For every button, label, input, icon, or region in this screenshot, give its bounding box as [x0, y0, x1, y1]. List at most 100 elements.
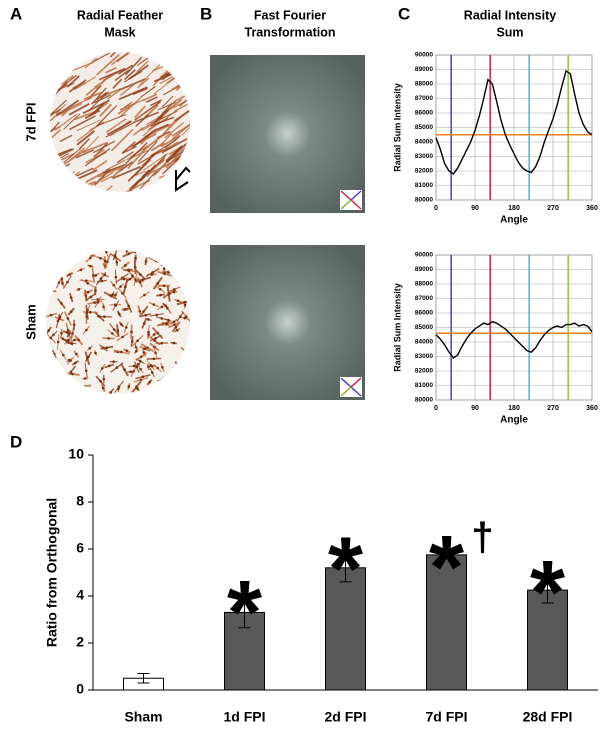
texture — [75, 251, 78, 254]
texture — [78, 138, 90, 150]
texture — [167, 383, 170, 386]
texture — [92, 159, 108, 172]
texture — [107, 337, 110, 340]
texture — [166, 145, 183, 164]
texture — [90, 171, 114, 187]
texture — [152, 357, 156, 361]
texture — [167, 292, 170, 296]
texture — [61, 281, 64, 285]
texture — [62, 253, 66, 256]
texture — [154, 351, 157, 355]
texture — [134, 349, 138, 353]
y-axis-label: Radial Sum Intensity — [392, 83, 402, 172]
texture — [139, 62, 163, 85]
y-tick-label: 8 — [76, 493, 84, 509]
texture — [60, 277, 64, 280]
texture — [120, 350, 123, 354]
texture — [68, 273, 71, 276]
texture — [63, 53, 81, 66]
texture — [69, 359, 72, 362]
texture — [181, 56, 190, 69]
texture — [69, 115, 96, 131]
texture — [104, 250, 108, 254]
texture — [83, 388, 94, 394]
texture — [105, 346, 109, 350]
texture — [176, 299, 180, 303]
texture — [172, 260, 183, 269]
y-tick-label: 82000 — [415, 368, 433, 375]
texture — [130, 330, 133, 334]
texture — [133, 265, 137, 269]
x-tick-label: 7d FPI — [425, 709, 467, 725]
texture — [167, 318, 170, 322]
texture — [153, 345, 156, 349]
texture — [89, 256, 92, 260]
texture — [69, 310, 73, 313]
texture — [122, 277, 126, 281]
texture — [79, 268, 83, 272]
texture — [103, 273, 107, 277]
texture — [120, 99, 145, 111]
texture — [96, 105, 118, 127]
texture — [160, 134, 181, 148]
texture — [128, 277, 132, 281]
texture — [87, 392, 91, 394]
texture — [53, 262, 56, 265]
texture — [156, 141, 179, 155]
x-axis-label: Angle — [500, 215, 528, 226]
texture — [48, 256, 63, 262]
texture — [178, 250, 182, 252]
y-tick-label: 90000 — [415, 252, 433, 259]
y-tick-label: 6 — [76, 540, 84, 556]
texture — [48, 257, 52, 261]
texture — [94, 351, 97, 355]
y-tick-label: 86000 — [415, 110, 433, 117]
texture — [182, 281, 186, 289]
texture — [165, 323, 168, 326]
texture — [82, 99, 110, 115]
texture — [56, 74, 77, 92]
texture — [100, 279, 104, 283]
y-axis-label: Ratio from Orthogonal — [44, 498, 60, 647]
texture — [84, 57, 98, 69]
texture — [66, 317, 70, 320]
texture — [50, 257, 59, 270]
texture — [55, 103, 67, 115]
texture — [50, 99, 67, 122]
texture — [141, 278, 145, 281]
texture — [71, 332, 74, 335]
error-bar — [541, 576, 554, 604]
texture — [96, 91, 108, 101]
texture — [60, 75, 74, 86]
texture — [136, 56, 150, 66]
texture — [187, 375, 190, 390]
texture — [174, 105, 190, 122]
texture — [175, 328, 179, 332]
texture — [161, 378, 164, 382]
texture — [160, 341, 164, 345]
texture — [158, 182, 172, 190]
texture — [147, 318, 150, 321]
texture — [55, 99, 80, 117]
texture — [173, 323, 176, 327]
texture — [136, 339, 139, 343]
texture — [172, 341, 176, 345]
texture — [127, 304, 130, 308]
significance-mark: * — [530, 543, 565, 643]
texture — [96, 300, 100, 304]
texture — [163, 272, 166, 275]
texture — [167, 53, 186, 65]
texture — [173, 380, 177, 384]
texture — [59, 134, 73, 143]
texture — [150, 99, 162, 107]
texture — [125, 250, 129, 253]
significance-mark: † — [471, 516, 493, 560]
texture — [100, 367, 104, 370]
texture — [85, 311, 89, 314]
texture — [172, 290, 176, 294]
texture — [92, 52, 120, 63]
texture — [64, 373, 68, 376]
texture — [50, 52, 66, 67]
texture — [182, 52, 190, 65]
texture — [49, 370, 57, 381]
